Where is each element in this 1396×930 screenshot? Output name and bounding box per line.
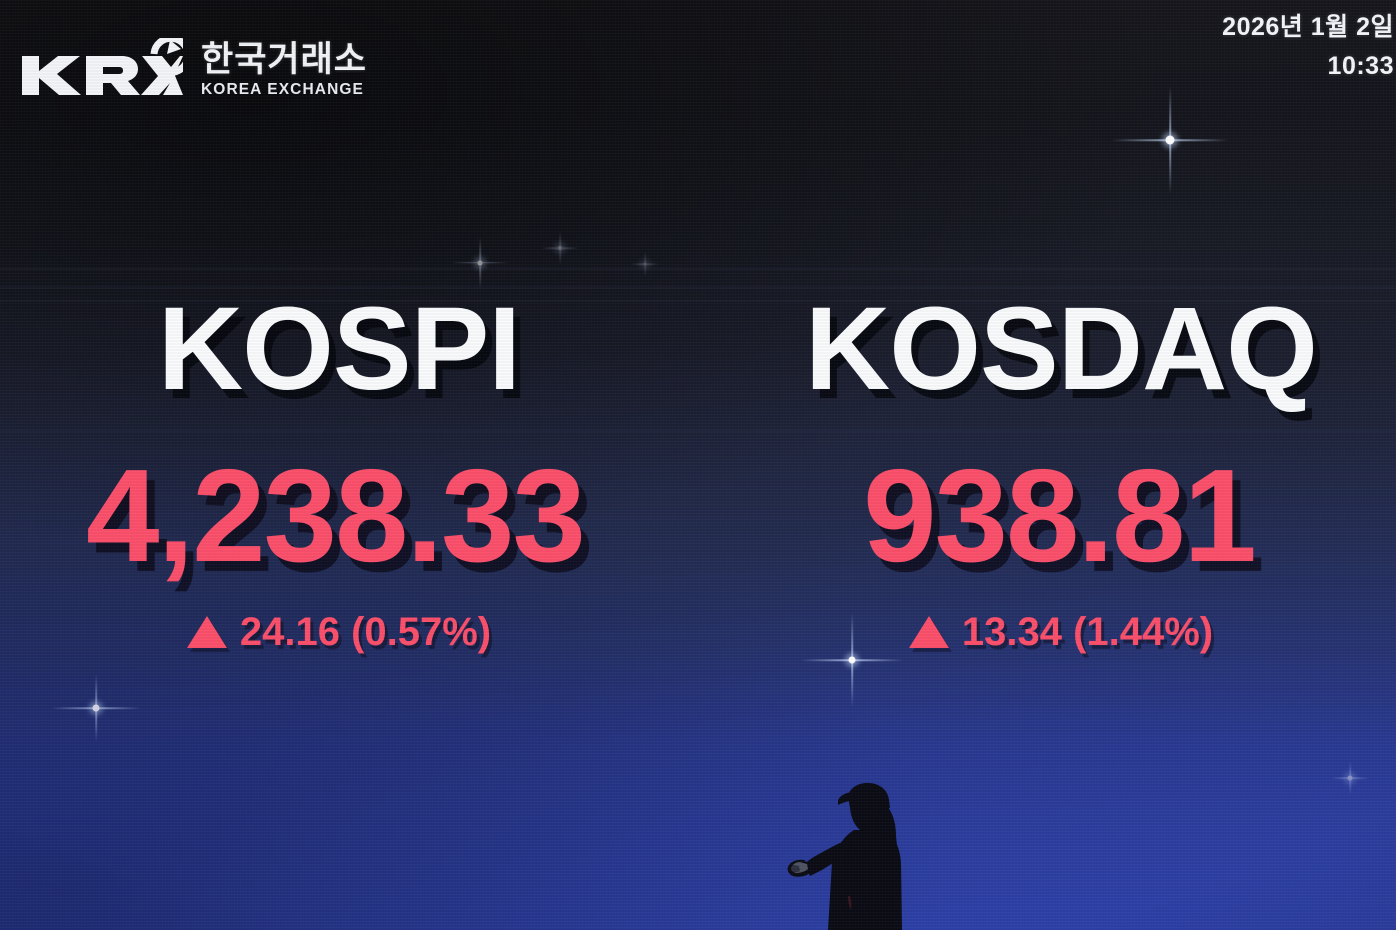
krx-logo-icon: [18, 38, 183, 100]
time-text: 10:33: [1327, 51, 1394, 80]
index-panel-kosdaq: KOSDAQ 938.81 13.34 (1.44%): [698, 290, 1396, 652]
index-change-text: 24.16 (0.57%): [239, 610, 492, 654]
date-text: 2026년 1월 2일: [1222, 13, 1394, 41]
timestamp: 2026년 1월 2일 10:33: [1222, 8, 1396, 86]
triangle-up-icon: [908, 616, 949, 648]
index-name: KOSPI: [157, 283, 521, 415]
triangle-up-icon: [186, 616, 227, 648]
index-change-row: 24.16 (0.57%): [0, 612, 688, 652]
index-change-row: 13.34 (1.44%): [712, 612, 1396, 652]
index-panel-kospi: KOSPI 4,238.33 24.16 (0.57%): [0, 290, 698, 652]
brand-name-korean: 한국거래소: [201, 40, 368, 80]
brand-name-english: KOREA EXCHANGE: [201, 81, 364, 99]
index-change-text: 13.34 (1.44%): [961, 610, 1214, 654]
index-value: 938.81: [863, 442, 1257, 589]
krx-brand-logo: 한국거래소 KOREA EXCHANGE: [18, 38, 367, 100]
index-name: KOSDAQ: [805, 283, 1318, 415]
index-value: 4,238.33: [86, 442, 586, 589]
index-panels: KOSPI 4,238.33 24.16 (0.57%) KOSDAQ 938.…: [0, 290, 1396, 652]
